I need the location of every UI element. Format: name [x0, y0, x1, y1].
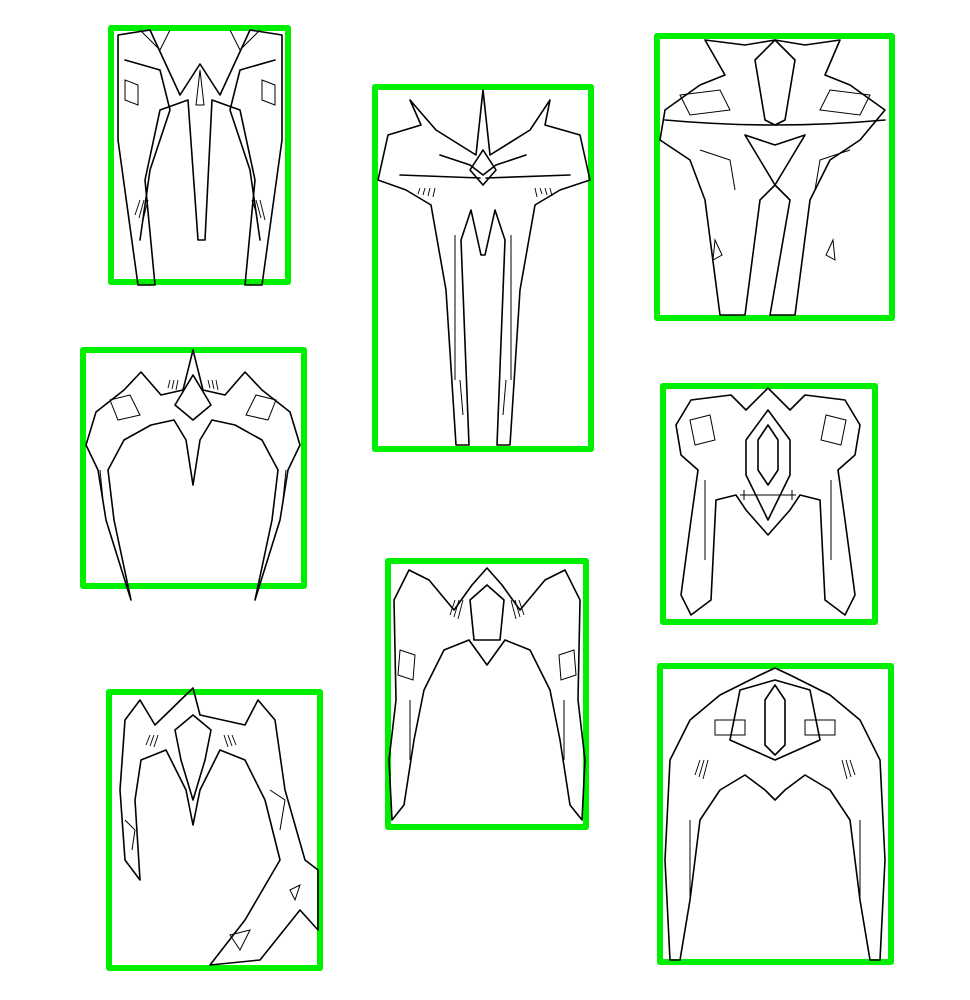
- bounding-box-7: [106, 689, 323, 971]
- spaceship-drawing-4: [85, 349, 301, 601]
- spaceship-drawing-6: [388, 567, 586, 821]
- bounding-box-6: [385, 558, 589, 830]
- spaceship-drawing-3: [659, 39, 886, 316]
- bounding-box-1: [108, 25, 291, 285]
- bounding-box-3: [654, 33, 895, 321]
- spaceship-drawing-8: [664, 667, 886, 961]
- bounding-box-8: [657, 663, 894, 965]
- bounding-box-2: [372, 84, 594, 452]
- spaceship-drawing-2: [377, 89, 591, 446]
- bounding-box-5: [660, 383, 878, 625]
- spaceship-drawing-1: [117, 29, 283, 286]
- bounding-box-4: [80, 347, 307, 589]
- spaceship-drawing-5: [675, 387, 861, 616]
- spaceship-drawing-7: [119, 687, 319, 966]
